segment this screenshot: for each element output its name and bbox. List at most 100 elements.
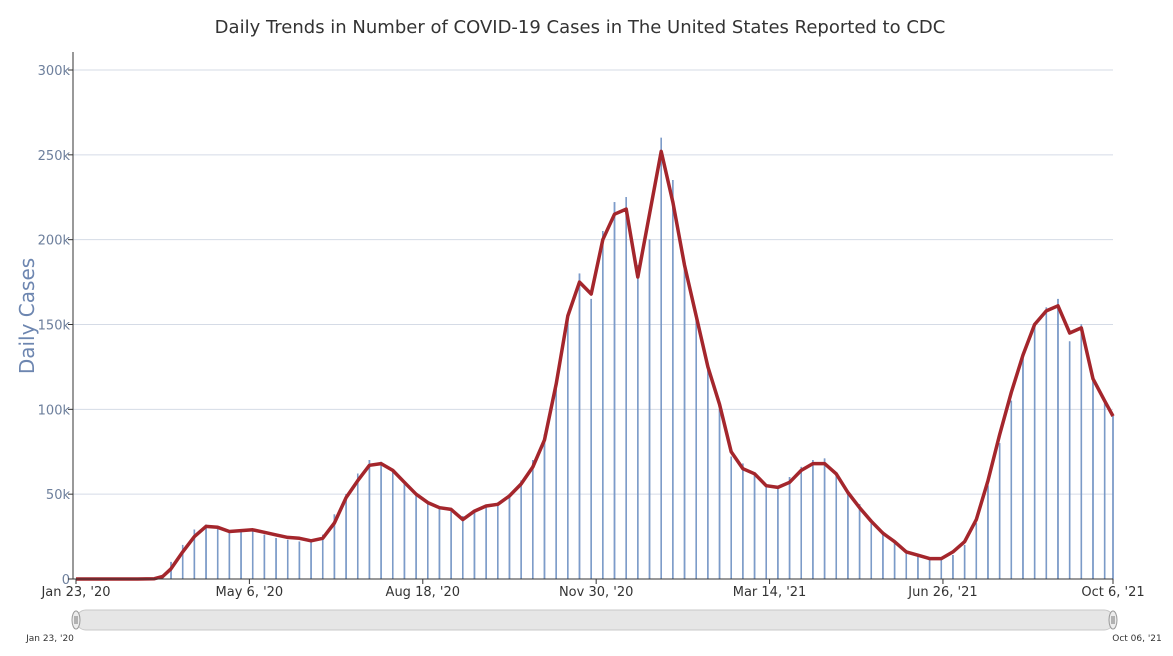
navigator-left-handle[interactable] bbox=[71, 610, 81, 630]
daily-case-bar[interactable] bbox=[263, 534, 266, 580]
daily-case-bar[interactable] bbox=[356, 473, 359, 580]
daily-case-bar[interactable] bbox=[543, 434, 546, 580]
daily-case-bar[interactable] bbox=[952, 555, 954, 580]
daily-case-bar[interactable] bbox=[1045, 307, 1048, 580]
daily-case-bar[interactable] bbox=[823, 458, 826, 580]
daily-case-bar[interactable] bbox=[1022, 358, 1024, 580]
daily-case-bar[interactable] bbox=[940, 557, 943, 580]
daily-case-bar[interactable] bbox=[998, 443, 1001, 580]
daily-case-bar[interactable] bbox=[637, 264, 639, 580]
daily-case-bar[interactable] bbox=[753, 473, 756, 580]
daily-case-bar[interactable] bbox=[415, 494, 417, 580]
daily-case-bar[interactable] bbox=[975, 522, 978, 580]
daily-case-bar[interactable] bbox=[625, 197, 627, 580]
daily-case-bar[interactable] bbox=[777, 485, 779, 580]
daily-case-bar[interactable] bbox=[427, 502, 429, 580]
daily-case-bar[interactable] bbox=[578, 273, 581, 580]
daily-case-bar[interactable] bbox=[216, 527, 219, 580]
y-tick-label: 50k bbox=[46, 488, 71, 503]
daily-case-bar[interactable] bbox=[380, 461, 382, 580]
daily-case-bar[interactable] bbox=[1057, 298, 1059, 580]
daily-case-bar[interactable] bbox=[917, 555, 919, 580]
daily-case-bar[interactable] bbox=[485, 505, 487, 580]
daily-case-bar[interactable] bbox=[987, 485, 989, 580]
daily-case-bar[interactable] bbox=[1010, 400, 1013, 580]
daily-case-bar[interactable] bbox=[391, 470, 394, 580]
x-tick-label: Aug 18, '20 bbox=[386, 585, 460, 600]
daily-case-bar[interactable] bbox=[555, 383, 557, 580]
daily-case-bar[interactable] bbox=[520, 480, 522, 580]
daily-case-bar[interactable] bbox=[672, 180, 674, 580]
daily-case-bar[interactable] bbox=[450, 509, 452, 580]
daily-case-bar[interactable] bbox=[847, 490, 849, 580]
daily-case-bar[interactable] bbox=[905, 550, 908, 580]
daily-case-bar[interactable] bbox=[788, 477, 791, 580]
daily-case-bar[interactable] bbox=[742, 463, 744, 580]
daily-case-bar[interactable] bbox=[718, 409, 721, 580]
x-tick-label: Jun 26, '21 bbox=[907, 585, 977, 600]
y-tick-label: 150k bbox=[38, 319, 71, 334]
daily-case-bar[interactable] bbox=[590, 298, 592, 580]
daily-case-bar[interactable] bbox=[683, 264, 686, 580]
x-axis-ticks: Jan 23, '20 May 6, '20 Aug 18, '20 Nov 30, … bbox=[40, 579, 1145, 600]
daily-case-bar[interactable] bbox=[403, 482, 406, 580]
daily-case-bar[interactable] bbox=[602, 231, 604, 580]
y-tick-label: 250k bbox=[38, 149, 71, 164]
daily-case-bar[interactable] bbox=[473, 510, 476, 580]
y-tick-label: 300k bbox=[38, 64, 71, 79]
y-tick-label: 0 bbox=[62, 573, 70, 588]
daily-case-bar[interactable] bbox=[858, 504, 861, 580]
daily-case-bar[interactable] bbox=[882, 531, 884, 580]
x-tick-label: May 6, '20 bbox=[216, 585, 284, 600]
daily-case-bar[interactable] bbox=[812, 460, 814, 580]
daily-case-bar[interactable] bbox=[567, 315, 569, 580]
daily-case-bar[interactable] bbox=[321, 534, 324, 580]
daily-case-bar[interactable] bbox=[508, 494, 511, 580]
daily-case-bar[interactable] bbox=[648, 239, 651, 580]
y-axis-label: Daily Cases bbox=[15, 258, 39, 374]
daily-case-bar[interactable] bbox=[963, 544, 966, 580]
daily-case-bar[interactable] bbox=[497, 502, 499, 580]
daily-case-bar[interactable] bbox=[462, 516, 464, 580]
y-tick-label: 100k bbox=[38, 403, 71, 418]
daily-case-bar[interactable] bbox=[228, 531, 231, 580]
daily-case-bar[interactable] bbox=[310, 541, 312, 580]
navigator-right-handle[interactable] bbox=[1108, 610, 1118, 630]
daily-case-bar[interactable] bbox=[928, 558, 931, 580]
daily-case-bar[interactable] bbox=[765, 485, 767, 580]
daily-case-bar[interactable] bbox=[251, 531, 254, 580]
daily-case-bar[interactable] bbox=[870, 519, 873, 580]
daily-case-bar[interactable] bbox=[730, 456, 732, 580]
y-tick-label: 200k bbox=[38, 234, 71, 249]
daily-case-bar[interactable] bbox=[1068, 341, 1071, 580]
daily-case-bar[interactable] bbox=[298, 541, 301, 580]
daily-case-bar[interactable] bbox=[1112, 415, 1114, 580]
daily-case-bar[interactable] bbox=[368, 460, 371, 580]
navigator-track[interactable] bbox=[75, 609, 1115, 631]
daily-case-bar[interactable] bbox=[893, 541, 896, 580]
daily-case-bar[interactable] bbox=[707, 366, 709, 580]
x-tick-label: Nov 30, '20 bbox=[559, 585, 633, 600]
daily-case-bar[interactable] bbox=[835, 473, 838, 580]
daily-case-bar[interactable] bbox=[660, 137, 662, 580]
daily-case-bar[interactable] bbox=[532, 460, 534, 580]
daily-case-bar[interactable] bbox=[205, 524, 207, 580]
daily-case-bars[interactable] bbox=[153, 137, 1114, 580]
daily-case-bar[interactable] bbox=[345, 494, 347, 580]
daily-case-bar[interactable] bbox=[438, 507, 441, 580]
daily-case-bar[interactable] bbox=[240, 529, 242, 580]
daily-case-bar[interactable] bbox=[1103, 400, 1106, 580]
range-navigator[interactable]: Jan 23, '20 Oct 06, '21 bbox=[25, 609, 1162, 644]
navigator-start-label: Jan 23, '20 bbox=[25, 634, 74, 644]
seven-day-average-line[interactable] bbox=[76, 149, 1115, 581]
daily-case-bar[interactable] bbox=[613, 202, 616, 580]
daily-case-bar[interactable] bbox=[1092, 375, 1094, 580]
daily-case-bar[interactable] bbox=[695, 315, 697, 580]
daily-case-bar[interactable] bbox=[275, 538, 277, 580]
x-tick-label: Jan 23, '20 bbox=[40, 585, 110, 600]
daily-case-bar[interactable] bbox=[286, 539, 289, 580]
daily-case-bar[interactable] bbox=[1033, 324, 1036, 580]
daily-case-bar[interactable] bbox=[800, 466, 803, 580]
daily-case-bar[interactable] bbox=[1080, 324, 1083, 580]
